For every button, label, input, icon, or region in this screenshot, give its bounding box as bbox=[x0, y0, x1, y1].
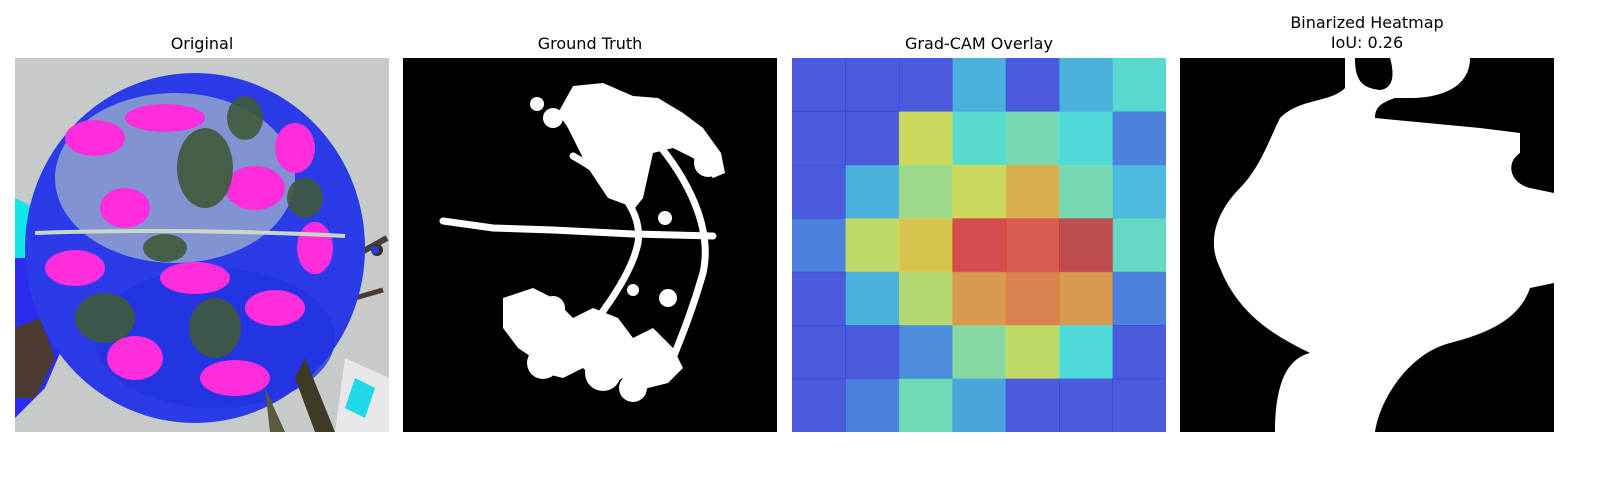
heatmap-cell bbox=[845, 165, 899, 219]
heatmap-cell bbox=[1006, 58, 1060, 112]
gradcam-title: Grad-CAM Overlay bbox=[792, 34, 1166, 54]
original-title-text: Original bbox=[15, 34, 389, 54]
heatmap-cell bbox=[845, 58, 899, 112]
binarized-title-text: Binarized Heatmap bbox=[1180, 13, 1554, 33]
heatmap-cell bbox=[1059, 165, 1113, 219]
binarized-mask bbox=[1180, 58, 1554, 432]
heatmap-cell bbox=[1006, 111, 1060, 165]
gradcam-title-text: Grad-CAM Overlay bbox=[792, 34, 1166, 54]
heatmap-cell bbox=[1059, 272, 1113, 326]
ground-truth-title-text: Ground Truth bbox=[403, 34, 777, 54]
original-image-panel bbox=[15, 58, 389, 432]
heatmap-cell bbox=[845, 272, 899, 326]
ground-truth-title: Ground Truth bbox=[403, 34, 777, 54]
heatmap-cell bbox=[1006, 218, 1060, 272]
original-title: Original bbox=[15, 34, 389, 54]
ground-truth-panel bbox=[403, 58, 777, 432]
heatmap-cell bbox=[792, 165, 846, 219]
heatmap-cell bbox=[792, 111, 846, 165]
heatmap-cell bbox=[952, 218, 1006, 272]
ground-truth-mask bbox=[403, 58, 777, 432]
heatmap-cell bbox=[1059, 379, 1113, 432]
heatmap-cell bbox=[1113, 379, 1166, 432]
heatmap-cell bbox=[1113, 218, 1166, 272]
iou-label: IoU: 0.26 bbox=[1180, 33, 1554, 53]
heatmap-cell bbox=[952, 379, 1006, 432]
heatmap-cell bbox=[1006, 379, 1060, 432]
heatmap-cell bbox=[845, 218, 899, 272]
heatmap-cell bbox=[845, 325, 899, 379]
heatmap-cell bbox=[899, 272, 953, 326]
heatmap-cell bbox=[1059, 218, 1113, 272]
heatmap-cell bbox=[899, 111, 953, 165]
heatmap-cell bbox=[792, 272, 846, 326]
gradcam-heatmap bbox=[792, 58, 1166, 432]
heatmap-cell bbox=[952, 165, 1006, 219]
binarized-title: Binarized Heatmap IoU: 0.26 bbox=[1180, 13, 1554, 53]
heatmap-cell bbox=[792, 325, 846, 379]
heatmap-cell bbox=[1113, 325, 1166, 379]
heatmap-cell bbox=[952, 58, 1006, 112]
binarized-heatmap-panel bbox=[1180, 58, 1554, 432]
heatmap-cell bbox=[1006, 325, 1060, 379]
heatmap-cell bbox=[899, 218, 953, 272]
heatmap-cell bbox=[845, 111, 899, 165]
heatmap-cell bbox=[1113, 272, 1166, 326]
heatmap-cell bbox=[792, 218, 846, 272]
heatmap-cell bbox=[952, 272, 1006, 326]
heatmap-cell bbox=[792, 58, 846, 112]
heatmap-cell bbox=[1113, 111, 1166, 165]
heatmap-cell bbox=[952, 325, 1006, 379]
heatmap-cell bbox=[1113, 58, 1166, 112]
heatmap-cell bbox=[1006, 165, 1060, 219]
gradcam-overlay-panel bbox=[792, 58, 1166, 432]
heatmap-cell bbox=[792, 379, 846, 432]
heatmap-cell bbox=[899, 58, 953, 112]
heatmap-cell bbox=[1113, 165, 1166, 219]
heatmap-cell bbox=[1059, 58, 1113, 112]
heatmap-cell bbox=[845, 379, 899, 432]
heatmap-cell bbox=[899, 165, 953, 219]
heatmap-cell bbox=[899, 325, 953, 379]
heatmap-cell bbox=[952, 111, 1006, 165]
heatmap-cell bbox=[1059, 111, 1113, 165]
heatmap-cell bbox=[899, 379, 953, 432]
heatmap-cell bbox=[1006, 272, 1060, 326]
heatmap-cell bbox=[1059, 325, 1113, 379]
original-leaf-image bbox=[15, 58, 389, 432]
